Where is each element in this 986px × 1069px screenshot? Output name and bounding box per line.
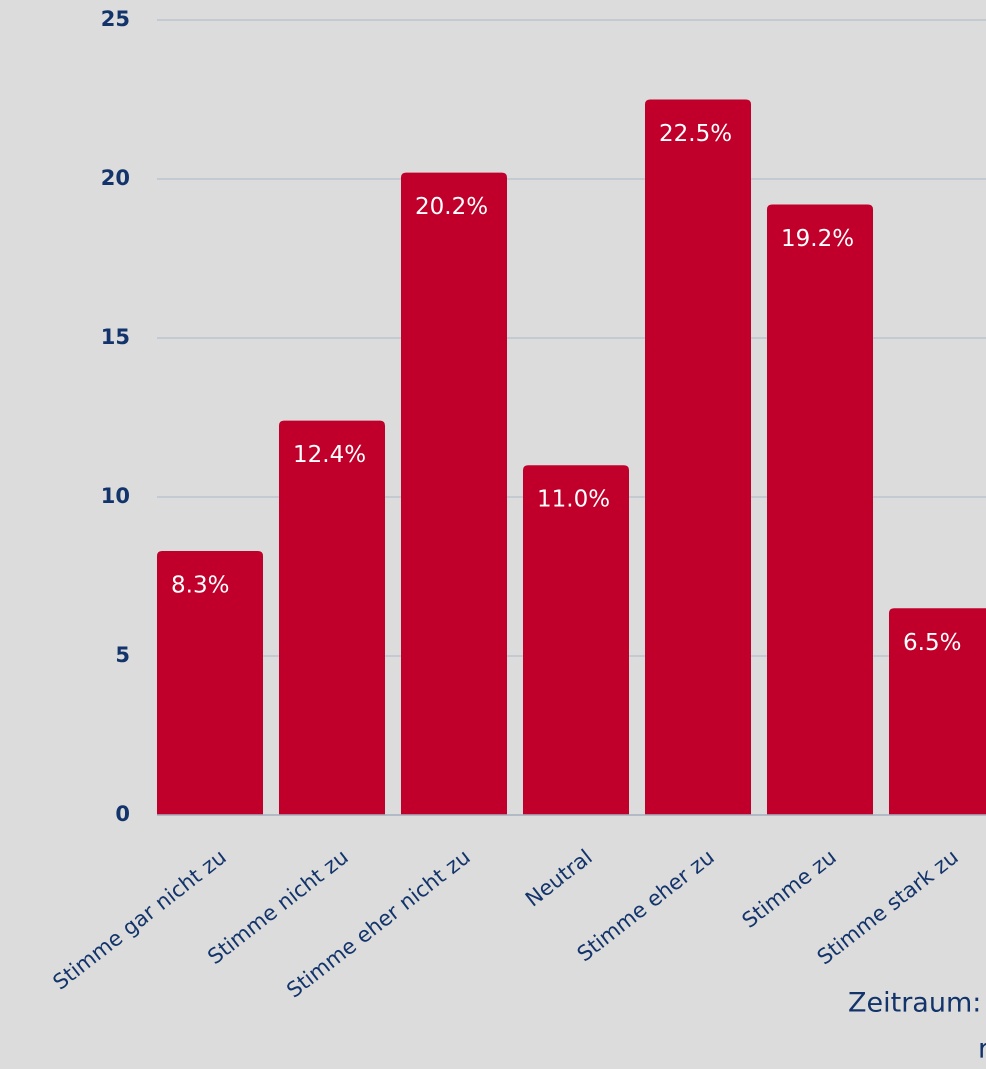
bar: [157, 551, 263, 815]
bar: [889, 608, 986, 815]
bar: [401, 172, 507, 815]
value-label: 8.3%: [171, 573, 229, 599]
x-tick-label: Stimme zu: [738, 845, 841, 933]
y-tick-label: 20: [101, 166, 130, 190]
value-label: 12.4%: [293, 442, 366, 468]
bar: [523, 465, 629, 815]
value-label: 11.0%: [537, 487, 610, 513]
value-label: 6.5%: [903, 630, 961, 656]
y-tick-label: 5: [115, 643, 130, 667]
value-label: 22.5%: [659, 121, 732, 147]
annotation: r: [978, 1034, 986, 1065]
annotation: Zeitraum:: [848, 988, 981, 1019]
x-tick-label: Stimme gar nicht zu: [48, 845, 230, 995]
value-label: 19.2%: [781, 226, 854, 252]
y-tick-label: 25: [101, 7, 130, 31]
y-tick-label: 0: [115, 802, 130, 826]
value-label: 20.2%: [415, 194, 488, 220]
bar: [279, 420, 385, 815]
x-tick-label: Neutral: [521, 845, 597, 912]
y-tick-label: 15: [101, 325, 130, 349]
y-tick-label: 10: [101, 484, 130, 508]
bar: [645, 99, 751, 815]
bar: [767, 204, 873, 815]
